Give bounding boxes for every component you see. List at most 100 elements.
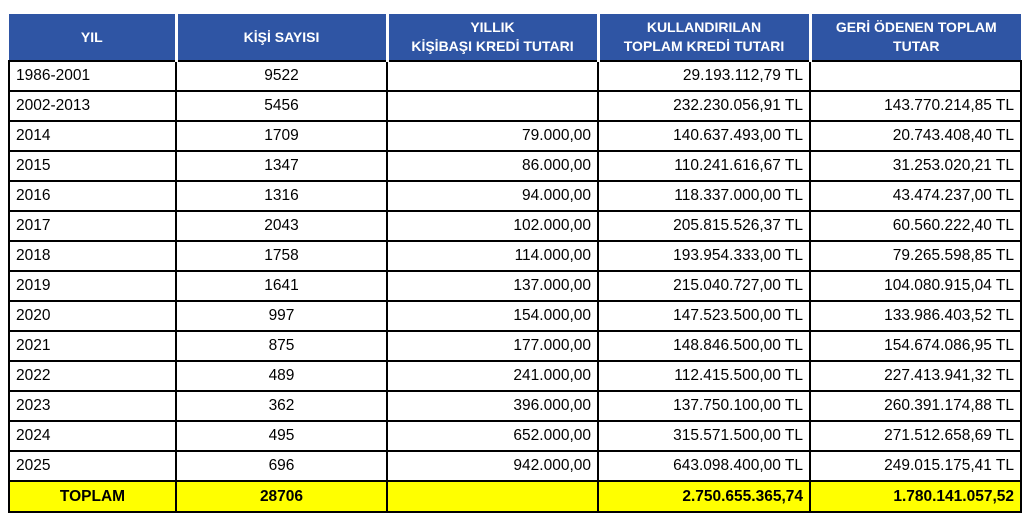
total-repaid-cell: 79.265.598,85 TL — [809, 240, 1022, 272]
total-label-cell: TOPLAM — [8, 480, 177, 513]
total-credit-used-cell: 215.040.727,00 TL — [597, 270, 811, 302]
total-credit-used-cell: 147.523.500,00 TL — [597, 300, 811, 332]
year-cell: 2016 — [8, 180, 177, 212]
person-count-cell: 997 — [175, 300, 388, 332]
per-capita-credit-cell: 942.000,00 — [386, 450, 599, 482]
col-header-per-capita-credit: YILLIK KİŞİBAŞI KREDİ TUTARI — [387, 14, 600, 62]
person-count-cell: 9522 — [175, 60, 388, 92]
total-repaid-cell: 271.512.658,69 TL — [809, 420, 1022, 452]
person-count-cell: 1316 — [175, 180, 388, 212]
total-repaid-cell — [809, 60, 1022, 92]
table-header: YIL KİŞİ SAYISI YILLIK KİŞİBAŞI KREDİ TU… — [9, 14, 1021, 62]
per-capita-credit-cell: 94.000,00 — [386, 180, 599, 212]
total-credit-used-cell: 118.337.000,00 TL — [597, 180, 811, 212]
per-capita-credit-cell: 396.000,00 — [386, 390, 599, 422]
person-count-cell: 1709 — [175, 120, 388, 152]
total-repaid-cell: 143.770.214,85 TL — [809, 90, 1022, 122]
per-capita-credit-cell: 177.000,00 — [386, 330, 599, 362]
total-credit-used-cell: 315.571.500,00 TL — [597, 420, 811, 452]
table-row: 2022 489 241.000,00 112.415.500,00 TL 22… — [8, 360, 1022, 392]
total-repaid-sum-cell: 1.780.141.057,52 — [809, 480, 1022, 513]
year-cell: 1986-2001 — [8, 60, 177, 92]
total-credit-used-sum-cell: 2.750.655.365,74 — [597, 480, 811, 513]
table-row: 2002-2013 5456 232.230.056,91 TL 143.770… — [8, 90, 1022, 122]
total-per-capita-cell — [386, 480, 599, 513]
per-capita-credit-cell: 652.000,00 — [386, 420, 599, 452]
total-repaid-cell: 133.986.403,52 TL — [809, 300, 1022, 332]
table-row: 2024 495 652.000,00 315.571.500,00 TL 27… — [8, 420, 1022, 452]
year-cell: 2017 — [8, 210, 177, 242]
col-header-year: YIL — [9, 14, 178, 62]
table-row: 2015 1347 86.000,00 110.241.616,67 TL 31… — [8, 150, 1022, 182]
total-credit-used-cell: 205.815.526,37 TL — [597, 210, 811, 242]
total-repaid-cell: 249.015.175,41 TL — [809, 450, 1022, 482]
year-cell: 2023 — [8, 390, 177, 422]
person-count-cell: 1641 — [175, 270, 388, 302]
year-cell: 2025 — [8, 450, 177, 482]
person-count-cell: 5456 — [175, 90, 388, 122]
total-credit-used-cell: 137.750.100,00 TL — [597, 390, 811, 422]
person-count-cell: 362 — [175, 390, 388, 422]
year-cell: 2024 — [8, 420, 177, 452]
year-cell: 2018 — [8, 240, 177, 272]
credit-table-container: YIL KİŞİ SAYISI YILLIK KİŞİBAŞI KREDİ TU… — [8, 14, 1022, 513]
total-row: TOPLAM 28706 2.750.655.365,74 1.780.141.… — [8, 480, 1022, 513]
person-count-cell: 875 — [175, 330, 388, 362]
year-cell: 2015 — [8, 150, 177, 182]
per-capita-credit-cell: 79.000,00 — [386, 120, 599, 152]
header-row: YIL KİŞİ SAYISI YILLIK KİŞİBAŞI KREDİ TU… — [9, 14, 1021, 62]
per-capita-credit-cell: 154.000,00 — [386, 300, 599, 332]
person-count-cell: 2043 — [175, 210, 388, 242]
col-header-person-count: KİŞİ SAYISI — [176, 14, 389, 62]
person-count-cell: 1347 — [175, 150, 388, 182]
col-header-total-repaid: GERİ ÖDENEN TOPLAM TUTAR — [810, 14, 1021, 62]
table-row: 2020 997 154.000,00 147.523.500,00 TL 13… — [8, 300, 1022, 332]
table-row: 2016 1316 94.000,00 118.337.000,00 TL 43… — [8, 180, 1022, 212]
total-repaid-cell: 20.743.408,40 TL — [809, 120, 1022, 152]
table-row: 2017 2043 102.000,00 205.815.526,37 TL 6… — [8, 210, 1022, 242]
total-repaid-cell: 227.413.941,32 TL — [809, 360, 1022, 392]
table-row: 2021 875 177.000,00 148.846.500,00 TL 15… — [8, 330, 1022, 362]
total-person-count-cell: 28706 — [175, 480, 388, 513]
total-repaid-cell: 154.674.086,95 TL — [809, 330, 1022, 362]
person-count-cell: 696 — [175, 450, 388, 482]
table-row: 2014 1709 79.000,00 140.637.493,00 TL 20… — [8, 120, 1022, 152]
total-credit-used-cell: 193.954.333,00 TL — [597, 240, 811, 272]
year-cell: 2020 — [8, 300, 177, 332]
table-row: 1986-2001 9522 29.193.112,79 TL — [8, 60, 1022, 92]
total-credit-used-cell: 140.637.493,00 TL — [597, 120, 811, 152]
per-capita-credit-cell — [386, 60, 599, 92]
year-cell: 2014 — [8, 120, 177, 152]
year-cell: 2021 — [8, 330, 177, 362]
total-repaid-cell: 104.080.915,04 TL — [809, 270, 1022, 302]
total-credit-used-cell: 29.193.112,79 TL — [597, 60, 811, 92]
per-capita-credit-cell: 137.000,00 — [386, 270, 599, 302]
table-row: 2025 696 942.000,00 643.098.400,00 TL 24… — [8, 450, 1022, 482]
person-count-cell: 489 — [175, 360, 388, 392]
total-repaid-cell: 260.391.174,88 TL — [809, 390, 1022, 422]
total-credit-used-cell: 148.846.500,00 TL — [597, 330, 811, 362]
total-credit-used-cell: 232.230.056,91 TL — [597, 90, 811, 122]
person-count-cell: 1758 — [175, 240, 388, 272]
per-capita-credit-cell: 86.000,00 — [386, 150, 599, 182]
credit-table: YIL KİŞİ SAYISI YILLIK KİŞİBAŞI KREDİ TU… — [8, 14, 1022, 513]
per-capita-credit-cell: 102.000,00 — [386, 210, 599, 242]
total-repaid-cell: 31.253.020,21 TL — [809, 150, 1022, 182]
total-repaid-cell: 43.474.237,00 TL — [809, 180, 1022, 212]
year-cell: 2002-2013 — [8, 90, 177, 122]
total-credit-used-cell: 110.241.616,67 TL — [597, 150, 811, 182]
year-cell: 2022 — [8, 360, 177, 392]
person-count-cell: 495 — [175, 420, 388, 452]
table-row: 2023 362 396.000,00 137.750.100,00 TL 26… — [8, 390, 1022, 422]
table-row: 2018 1758 114.000,00 193.954.333,00 TL 7… — [8, 240, 1022, 272]
table-footer: TOPLAM 28706 2.750.655.365,74 1.780.141.… — [8, 480, 1022, 513]
table-row: 2019 1641 137.000,00 215.040.727,00 TL 1… — [8, 270, 1022, 302]
total-credit-used-cell: 643.098.400,00 TL — [597, 450, 811, 482]
total-credit-used-cell: 112.415.500,00 TL — [597, 360, 811, 392]
per-capita-credit-cell — [386, 90, 599, 122]
col-header-total-credit-used: KULLANDIRILAN TOPLAM KREDİ TUTARI — [598, 14, 812, 62]
table-body: 1986-2001 9522 29.193.112,79 TL 2002-201… — [8, 60, 1022, 482]
total-repaid-cell: 60.560.222,40 TL — [809, 210, 1022, 242]
year-cell: 2019 — [8, 270, 177, 302]
per-capita-credit-cell: 241.000,00 — [386, 360, 599, 392]
